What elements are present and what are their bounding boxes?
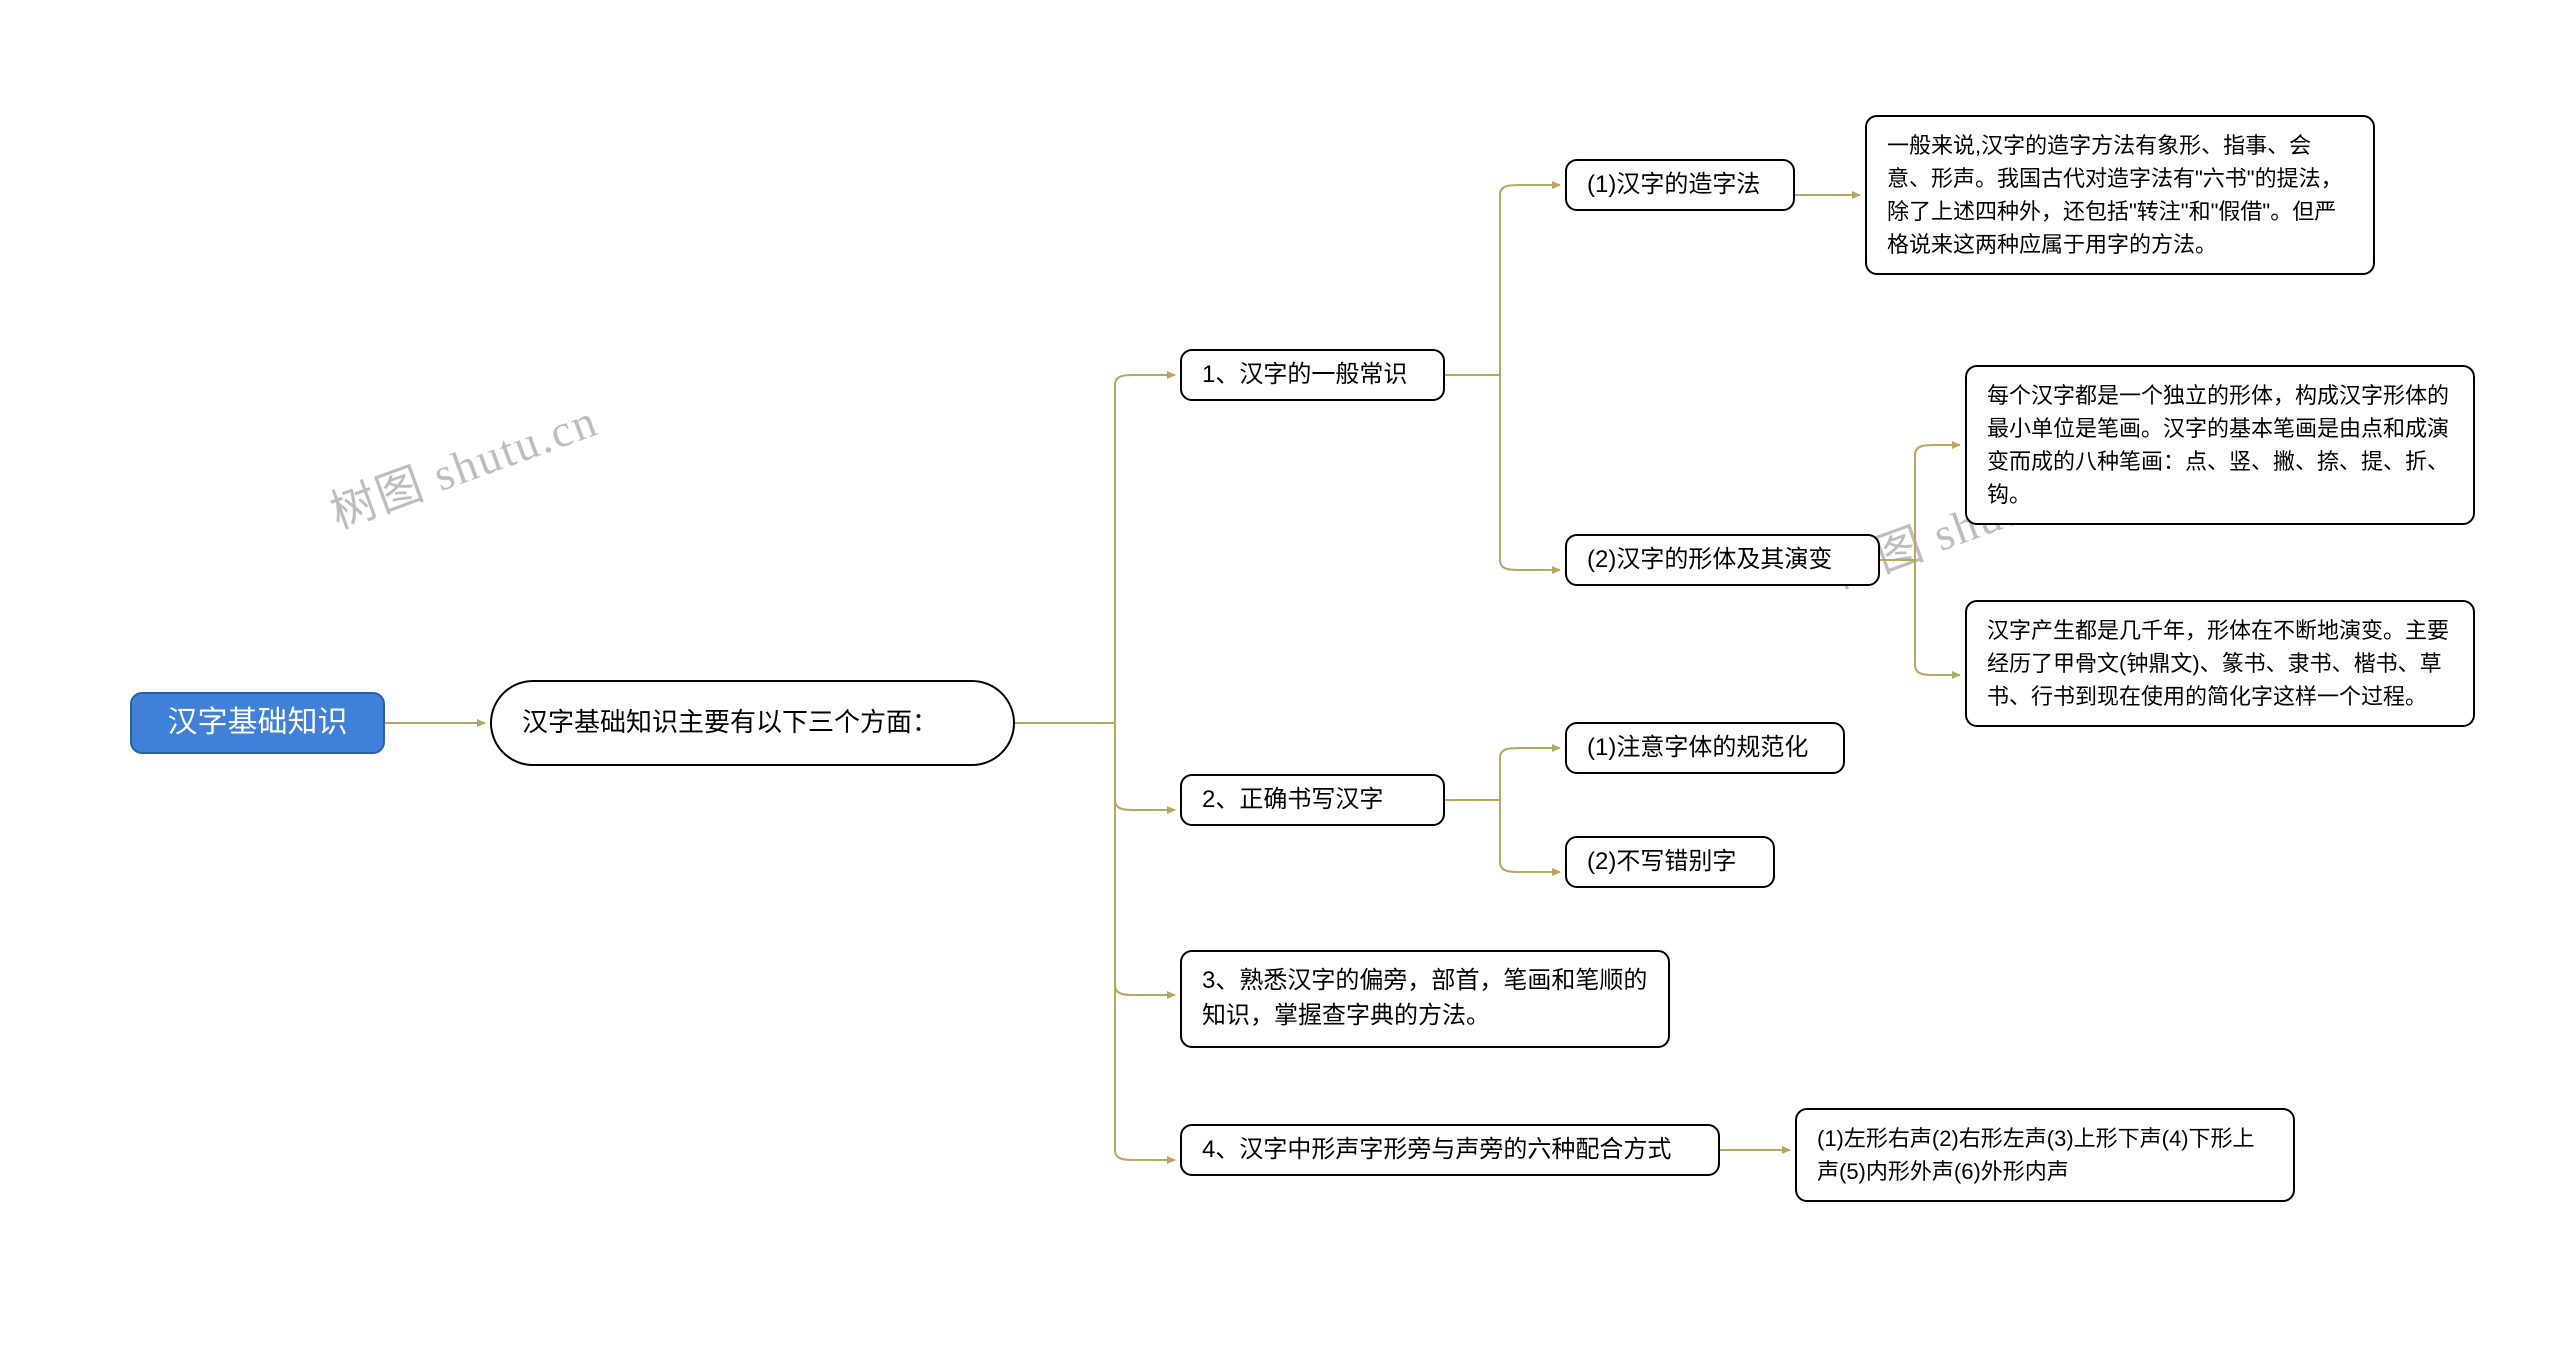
root-node[interactable]: 汉字基础知识	[130, 692, 385, 754]
level2-node-3[interactable]: 3、熟悉汉字的偏旁，部首，笔画和笔顺的知识，掌握查字典的方法。	[1180, 950, 1670, 1048]
intro-label: 汉字基础知识主要有以下三个方面：	[522, 704, 938, 742]
root-label: 汉字基础知识	[168, 701, 348, 745]
level2-label-3: 3、熟悉汉字的偏旁，部首，笔画和笔顺的知识，掌握查字典的方法。	[1202, 964, 1648, 1034]
n2-child-b-label: (2)不写错别字	[1587, 845, 1736, 880]
n1b-leaf-1-label: 每个汉字都是一个独立的形体，构成汉字形体的最小单位是笔画。汉字的基本笔画是由点和…	[1987, 379, 2453, 511]
n1-child-a[interactable]: (1)汉字的造字法	[1565, 159, 1795, 211]
n4-leaf-label: (1)左形右声(2)右形左声(3)上形下声(4)下形上声(5)内形外声(6)外形…	[1817, 1122, 2273, 1188]
n1-child-b[interactable]: (2)汉字的形体及其演变	[1565, 534, 1880, 586]
mindmap-canvas: 树图 shutu.cn 树图 shutu.cn	[0, 0, 2560, 1371]
level2-label-4: 4、汉字中形声字形旁与声旁的六种配合方式	[1202, 1133, 1671, 1168]
level2-node-4[interactable]: 4、汉字中形声字形旁与声旁的六种配合方式	[1180, 1124, 1720, 1176]
n2-child-b[interactable]: (2)不写错别字	[1565, 836, 1775, 888]
n1a-leaf-label: 一般来说,汉字的造字方法有象形、指事、会意、形声。我国古代对造字法有"六书"的提…	[1887, 129, 2353, 261]
level2-node-2[interactable]: 2、正确书写汉字	[1180, 774, 1445, 826]
n2-child-a[interactable]: (1)注意字体的规范化	[1565, 722, 1845, 774]
n1b-leaf-2[interactable]: 汉字产生都是几千年，形体在不断地演变。主要经历了甲骨文(钟鼎文)、篆书、隶书、楷…	[1965, 600, 2475, 727]
n1a-leaf[interactable]: 一般来说,汉字的造字方法有象形、指事、会意、形声。我国古代对造字法有"六书"的提…	[1865, 115, 2375, 275]
level2-label-2: 2、正确书写汉字	[1202, 783, 1383, 818]
n1b-leaf-2-label: 汉字产生都是几千年，形体在不断地演变。主要经历了甲骨文(钟鼎文)、篆书、隶书、楷…	[1987, 614, 2453, 713]
n1-child-a-label: (1)汉字的造字法	[1587, 168, 1760, 203]
level2-label-1: 1、汉字的一般常识	[1202, 358, 1407, 393]
intro-node[interactable]: 汉字基础知识主要有以下三个方面：	[490, 680, 1015, 766]
n1-child-b-label: (2)汉字的形体及其演变	[1587, 543, 1832, 578]
n1b-leaf-1[interactable]: 每个汉字都是一个独立的形体，构成汉字形体的最小单位是笔画。汉字的基本笔画是由点和…	[1965, 365, 2475, 525]
level2-node-1[interactable]: 1、汉字的一般常识	[1180, 349, 1445, 401]
n2-child-a-label: (1)注意字体的规范化	[1587, 731, 1808, 766]
watermark-1: 树图 shutu.cn	[320, 384, 606, 542]
n4-leaf[interactable]: (1)左形右声(2)右形左声(3)上形下声(4)下形上声(5)内形外声(6)外形…	[1795, 1108, 2295, 1202]
